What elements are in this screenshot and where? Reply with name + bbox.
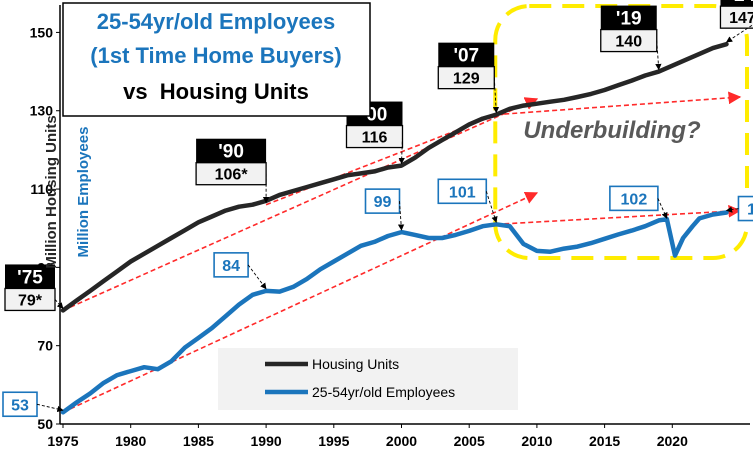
legend-label-housing: Housing Units: [312, 356, 399, 372]
underbuilding-highlight: [493, 4, 749, 260]
housing-value-label: 79*: [18, 292, 43, 309]
x-tick-label: 1995: [318, 433, 349, 449]
employees-value-box: [437, 178, 488, 205]
employees-value-label: 84: [222, 258, 240, 275]
housing-year-tag: [600, 5, 657, 30]
chart-title-line-3: vs Housing Units: [123, 79, 309, 104]
x-tick-label: 1990: [251, 433, 282, 449]
trend-line: [62, 191, 539, 413]
housing-value-label: 140: [615, 34, 642, 51]
y-tick-label: 70: [37, 338, 53, 354]
housing-value-label: 116: [362, 130, 388, 147]
y-tick-label: 150: [30, 24, 54, 40]
y-axis-label-employees: Million Employees: [75, 127, 92, 258]
housing-callout-arrow: [725, 24, 753, 43]
chart-title-line-1: 25-54yr/old Employees: [97, 9, 335, 34]
housing-year-tag-label: '24: [730, 0, 753, 6]
housing-callout-arrow: [398, 136, 405, 165]
trend-line: [496, 91, 742, 116]
underbuilding-label: Underbuilding?: [523, 117, 701, 144]
legend: Housing Units 25-54yr/old Employees: [218, 348, 518, 410]
x-tick-label: 2010: [521, 433, 552, 449]
employees-callout-arrow: [247, 264, 267, 290]
employees-callout-arrow: [657, 198, 668, 219]
housing-value-label: 147: [729, 10, 753, 27]
employees-value-label: 99: [374, 194, 392, 211]
housing-year-tag-label: '75: [17, 267, 43, 288]
employees-callout-arrow: [36, 403, 64, 413]
housing-value-label: 106*: [215, 167, 249, 184]
y-tick-label: 50: [37, 416, 53, 432]
x-tick-label: 2020: [657, 433, 688, 449]
y-axis-label-housing: Million Housing Units: [43, 115, 60, 268]
housing-year-tag-label: '19: [616, 9, 642, 30]
employees-value-box: [609, 185, 659, 212]
housing-value-box: [719, 5, 753, 29]
employees-value-label: 104: [747, 202, 753, 219]
y-tick-label: 130: [30, 103, 54, 119]
employees-value-label: 53: [11, 397, 29, 414]
housing-year-tag-label: '07: [453, 46, 479, 67]
legend-box: [218, 348, 518, 410]
x-tick-label: 2000: [386, 433, 417, 449]
y-tick-label: 110: [30, 181, 53, 197]
trend-line: [496, 204, 742, 226]
title-box-border: [62, 2, 371, 117]
employees-value-label: 101: [449, 184, 476, 201]
title-box: 25-54yr/old Employees (1st Time Home Buy…: [62, 2, 371, 117]
x-tick-label: 2005: [454, 433, 485, 449]
employees-callout-arrow: [485, 191, 498, 223]
housing-callout-arrow: [492, 77, 500, 114]
housing-value-box: [600, 28, 658, 53]
housing-year-tag: [196, 138, 267, 163]
housing-value-box: [345, 124, 404, 149]
housing-callout-arrow: [54, 299, 64, 309]
series-line-housing: [60, 41, 729, 313]
series-line-employees: [60, 210, 729, 415]
employees-value-box: [2, 391, 38, 418]
chart-title-line-2: (1st Time Home Buyers): [90, 43, 341, 68]
x-tick-label: 1985: [183, 433, 214, 449]
trend-line: [62, 97, 539, 312]
x-tick-label: 1975: [47, 433, 78, 449]
chart-title-rest: Housing Units: [160, 79, 309, 104]
chart-title-vs: vs: [123, 79, 147, 104]
x-tick-label: 1980: [115, 433, 146, 449]
legend-label-employees: 25-54yr/old Employees: [312, 384, 455, 400]
housing-year-tag: [5, 264, 55, 289]
employees-value-label: 102: [621, 191, 648, 208]
employees-callout-arrow: [725, 206, 739, 213]
housing-value-label: 129: [453, 71, 480, 88]
housing-year-tag: [438, 42, 495, 67]
housing-year-tag: [720, 0, 753, 7]
x-tick-label: 2015: [589, 433, 620, 449]
housing-year-tag-label: '90: [218, 142, 244, 163]
